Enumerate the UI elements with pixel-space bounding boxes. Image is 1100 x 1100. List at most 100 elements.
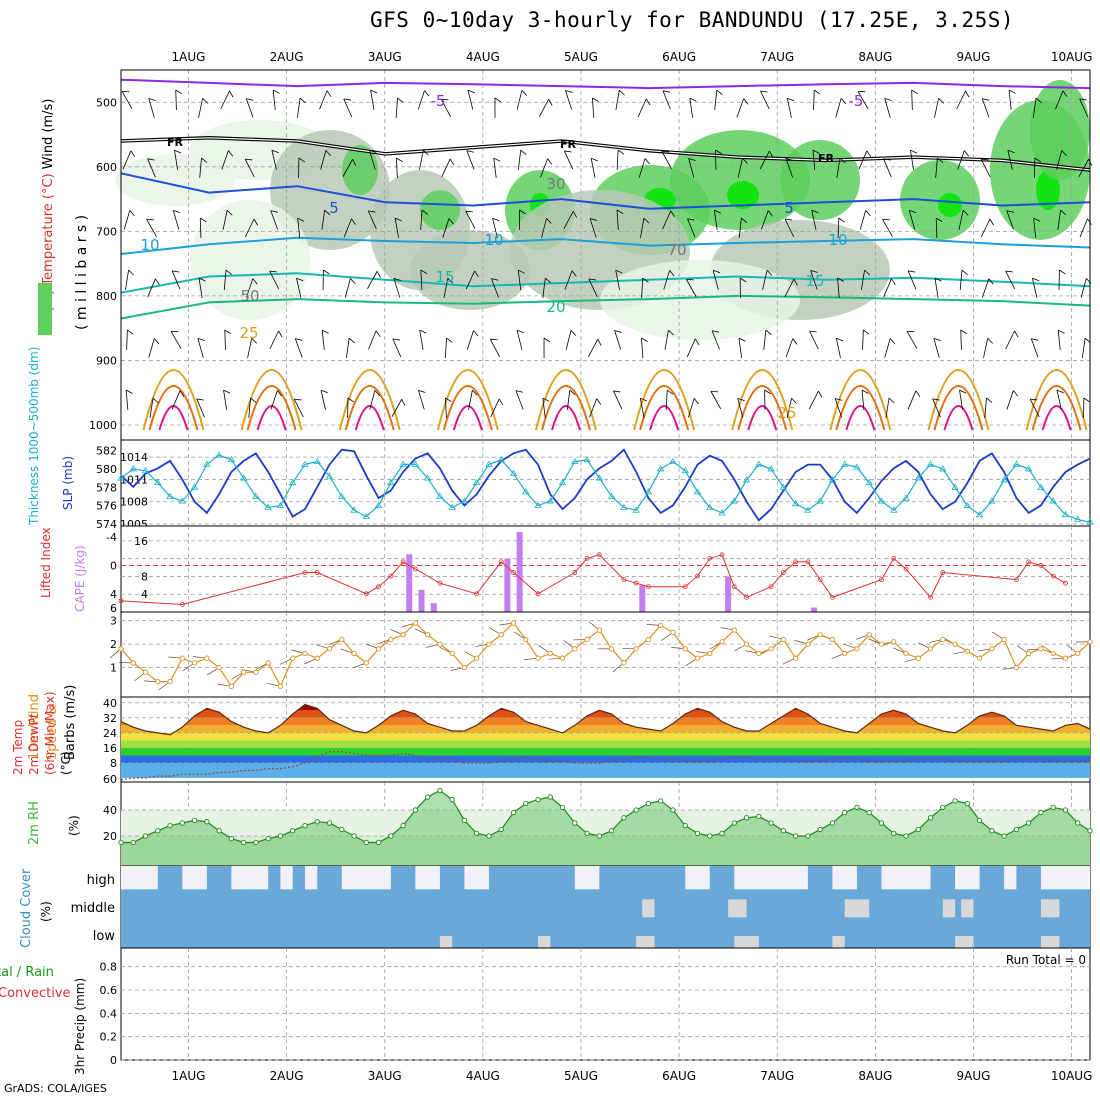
isotherm-line <box>120 78 1091 90</box>
wind-barb <box>786 397 797 418</box>
wind-barb <box>417 90 430 110</box>
wind-marker <box>670 629 676 636</box>
cloud-mid <box>728 899 747 918</box>
rh-marker <box>854 804 860 811</box>
wind-barb <box>322 269 330 291</box>
wind-barb <box>935 217 943 239</box>
wind-marker <box>142 669 149 675</box>
thickness-marker <box>1061 511 1070 518</box>
li-marker <box>682 584 688 590</box>
rh-marker <box>658 798 664 804</box>
warm-contour <box>1041 405 1072 431</box>
cloud-low <box>636 936 655 948</box>
rh-shading <box>1036 170 1060 210</box>
warm-contour <box>943 405 974 431</box>
cloud-low <box>832 936 845 948</box>
thickness-marker <box>669 457 677 464</box>
date-label-top: 2AUG <box>270 50 304 64</box>
wind-barb <box>320 150 331 170</box>
rh-unit-label: (%) <box>67 815 81 836</box>
wind-marker <box>719 639 725 645</box>
wind-barb <box>1032 277 1040 298</box>
wind-barb <box>860 269 871 290</box>
wind-barb <box>343 98 353 118</box>
warm-contour <box>436 369 499 431</box>
contour-label: FR <box>167 136 184 149</box>
rh-marker <box>596 833 603 839</box>
wind-barb <box>614 330 622 350</box>
cloud-clear <box>685 866 710 890</box>
cloud-unit-label: (%) <box>39 901 53 922</box>
rh-marker <box>572 820 578 826</box>
cloud-clear <box>341 866 391 890</box>
wind-marker <box>572 646 578 652</box>
rh-marker <box>1001 833 1007 839</box>
wind-barb <box>1057 329 1065 350</box>
wind-marker <box>633 646 639 652</box>
wind-barb <box>785 338 798 358</box>
wind-barb <box>589 218 598 238</box>
li-marker <box>535 591 541 597</box>
thickness-marker <box>423 474 432 481</box>
temp-panel: 8 16 24 32 40 60 2m Temp 2m DewPt (6hr Min/Max)(… <box>11 692 1091 786</box>
thickness-marker <box>607 492 616 499</box>
wind-barb <box>468 389 478 410</box>
date-label-bottom: 7AUG <box>760 1069 794 1083</box>
wind-barb <box>563 210 578 230</box>
contour-label: 70 <box>667 241 686 259</box>
wind-marker <box>437 641 443 647</box>
wind-barb <box>444 337 453 359</box>
slp-panel: 1005100810111014574576578580582Thickness… <box>27 347 1094 531</box>
date-label-bottom: 10AUG <box>1051 1069 1093 1083</box>
wind-barb <box>223 389 231 410</box>
wind-barb <box>196 398 205 418</box>
thickness-marker <box>546 497 555 504</box>
thickness-marker <box>190 483 199 490</box>
li-marker <box>891 555 897 561</box>
wind-marker <box>682 646 688 652</box>
date-label-bottom: 1AUG <box>171 1069 205 1083</box>
rh-marker <box>731 820 737 826</box>
warm-contour <box>639 385 690 431</box>
li-marker <box>1063 580 1068 586</box>
y-tick-label: 500 <box>96 96 117 109</box>
wind-barb <box>1030 338 1039 358</box>
contour-label: 25 <box>777 404 796 422</box>
wind-marker <box>118 646 124 652</box>
thickness-marker <box>252 492 260 499</box>
wind-barb <box>762 269 773 290</box>
cloud-mid <box>942 899 956 918</box>
thickness-marker <box>975 511 984 518</box>
rh-marker <box>302 822 308 829</box>
wind-barb <box>763 329 772 350</box>
rh-marker <box>204 819 210 825</box>
rh-marker <box>118 839 124 846</box>
wind-marker <box>596 627 603 633</box>
wind-barb <box>884 338 896 358</box>
date-label-bottom: 5AUG <box>564 1069 598 1083</box>
li-marker <box>768 584 774 590</box>
wind-barb <box>516 329 525 350</box>
wind-barb <box>738 337 746 358</box>
wind-barb <box>394 217 402 238</box>
thickness-marker <box>644 488 653 495</box>
wind-barb <box>269 330 283 350</box>
warm-contour <box>1031 385 1082 431</box>
wind-barb <box>689 97 697 118</box>
wind-barb <box>466 330 479 350</box>
date-label-top: 7AUG <box>760 50 794 64</box>
thickness-marker <box>558 478 567 486</box>
wind-marker <box>976 655 983 661</box>
contour-label: 15 <box>805 272 824 290</box>
wind-marker <box>805 641 811 647</box>
thickness-marker <box>460 497 469 504</box>
wind-marker <box>412 620 419 626</box>
cloud-low <box>439 936 453 948</box>
thickness-marker <box>448 503 456 510</box>
wind-barb <box>515 390 524 410</box>
wind-barb <box>980 218 994 238</box>
wind-marker <box>866 632 872 638</box>
li-marker <box>817 577 823 583</box>
rh-shading <box>727 181 759 209</box>
